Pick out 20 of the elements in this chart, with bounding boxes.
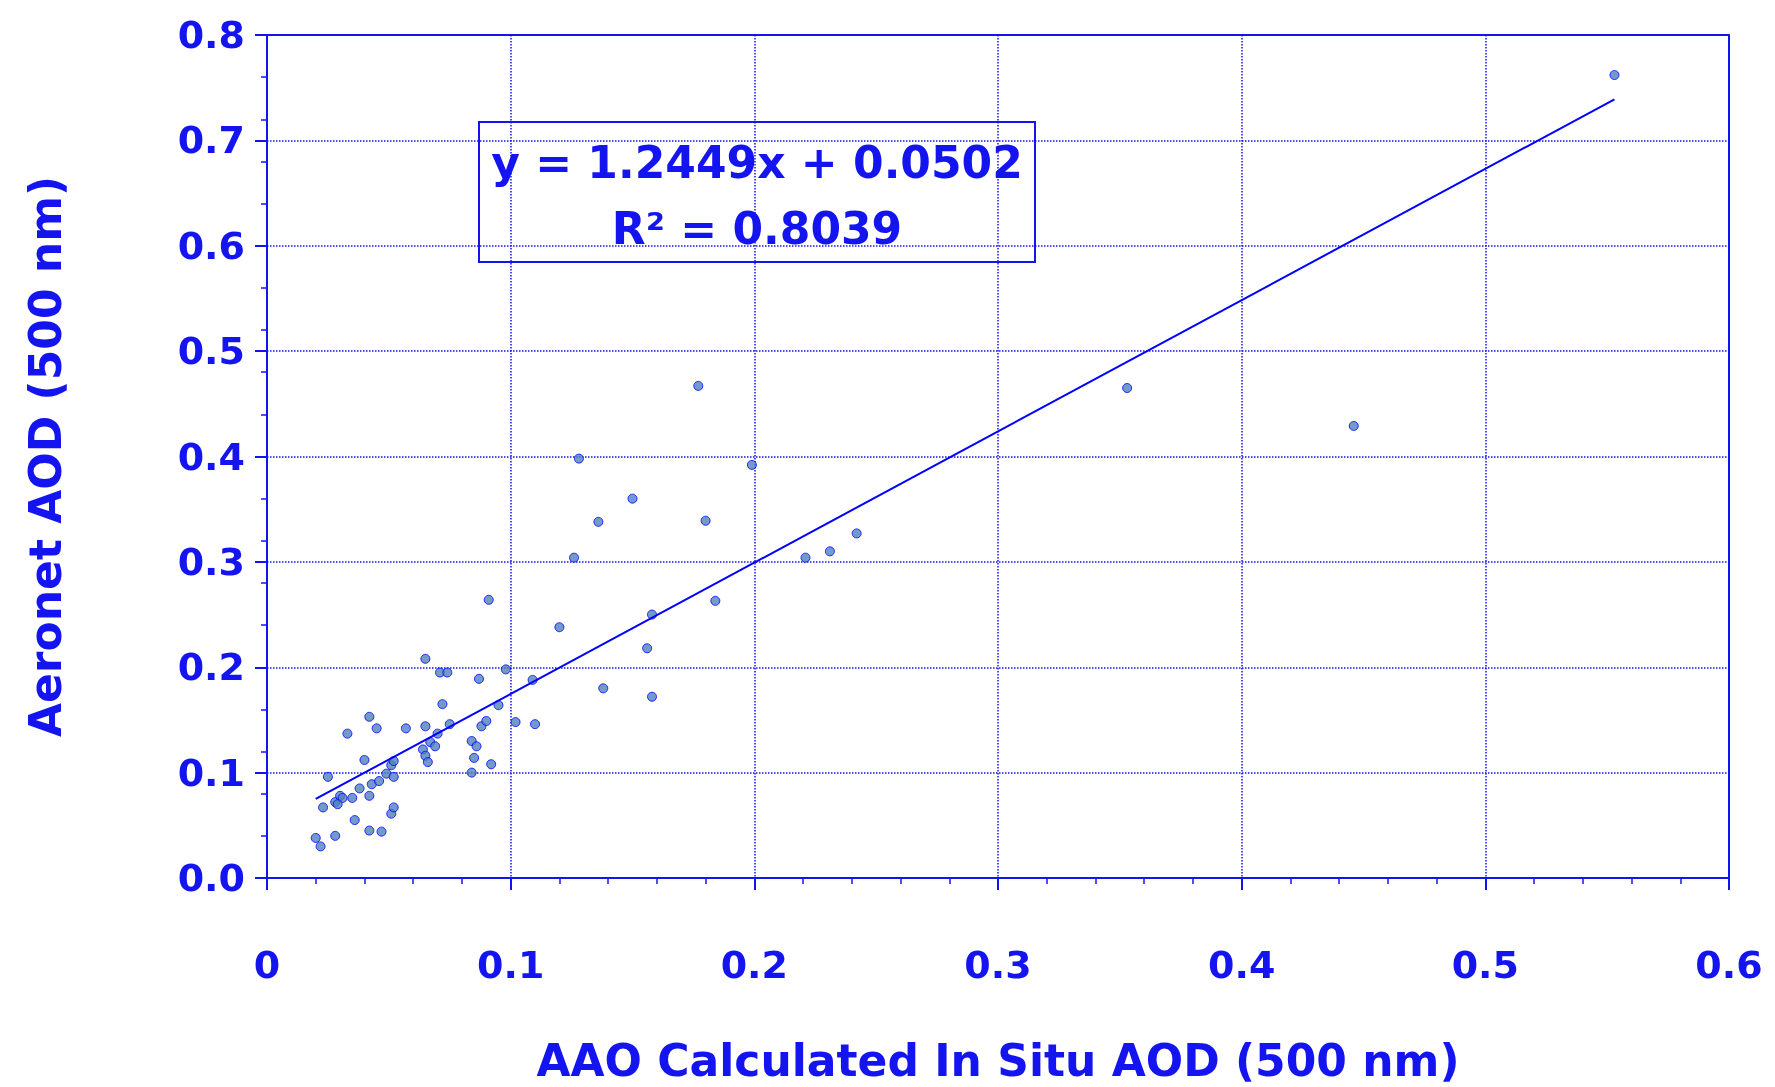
y-axis-title: Aeronet AOD (500 nm) xyxy=(19,175,71,738)
x-axis-title: AAO Calculated In Situ AOD (500 nm) xyxy=(536,1034,1460,1086)
x-tick-label: 0.6 xyxy=(1695,943,1763,987)
y-tick-label: 0.5 xyxy=(177,329,245,374)
y-tick-label: 0.6 xyxy=(177,223,245,268)
y-tick-label: 0.8 xyxy=(177,13,245,57)
x-tick-label: 0.4 xyxy=(1208,943,1276,987)
y-tick-label: 0.7 xyxy=(177,118,245,163)
x-tick-label: 0.5 xyxy=(1451,943,1519,987)
x-tick-label: 0.3 xyxy=(964,943,1032,987)
y-tick-label: 0.1 xyxy=(177,750,245,795)
annotation: y = 1.2449x + 0.0502 xyxy=(491,136,1023,188)
x-tick-label: 0.1 xyxy=(477,943,545,987)
y-tick-label: 0.0 xyxy=(177,856,245,900)
y-tick-label: 0.2 xyxy=(177,645,245,690)
y-tick-label: 0.3 xyxy=(177,539,245,584)
y-tick-label: 0.4 xyxy=(177,434,245,479)
annotation: R² = 0.8039 xyxy=(611,202,903,254)
x-tick-label: 0 xyxy=(253,943,281,987)
x-tick-label: 0.2 xyxy=(720,943,788,987)
